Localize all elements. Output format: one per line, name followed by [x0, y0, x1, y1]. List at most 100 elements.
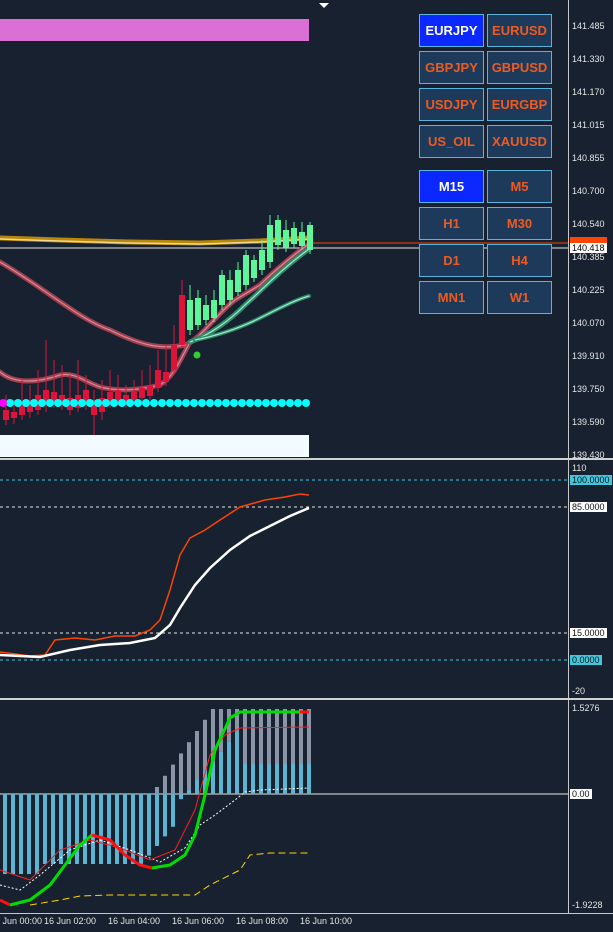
price-tick: 140.540	[572, 219, 605, 229]
histogram-bar	[307, 764, 311, 794]
histogram-bar-gray	[227, 709, 231, 742]
cyan-dot	[14, 399, 22, 407]
histogram-bar	[11, 794, 15, 874]
candle-body	[283, 230, 289, 248]
histogram-bar-gray	[275, 709, 279, 764]
white-band	[0, 435, 309, 457]
histogram-bar-gray	[187, 742, 191, 790]
histogram-bar	[43, 794, 47, 864]
symbol-gbpusd-button[interactable]: GBPUSD	[487, 51, 552, 84]
histogram-bar-gray	[267, 709, 271, 764]
histogram-bar	[179, 794, 183, 800]
histogram-bar-gray	[259, 709, 263, 764]
candle-body	[187, 300, 193, 330]
cyan-dot	[126, 399, 134, 407]
candle-body	[243, 255, 249, 285]
candle-body	[259, 250, 265, 270]
stochastic-canvas	[0, 479, 568, 661]
timeframe-m30-button[interactable]: M30	[487, 207, 552, 240]
candle-body	[195, 298, 201, 325]
timeframe-m5-button[interactable]: M5	[487, 170, 552, 203]
histogram-bar	[35, 794, 39, 874]
timeframe-mn1-button[interactable]: MN1	[419, 281, 484, 314]
candle-body	[123, 395, 129, 404]
histogram-bar	[259, 764, 263, 794]
histogram-bar-gray	[155, 787, 159, 794]
cyan-dot	[254, 399, 262, 407]
cyan-dot	[110, 399, 118, 407]
price-tick: 139.590	[572, 417, 605, 427]
histogram-bar	[243, 764, 247, 794]
candle-body	[299, 232, 305, 246]
cyan-dot	[78, 399, 86, 407]
candle-body	[227, 280, 233, 300]
cyan-dot	[278, 399, 286, 407]
histogram-bar	[59, 794, 63, 864]
price-tick: 139.430	[572, 450, 605, 460]
histogram-bar	[171, 794, 175, 827]
timeframe-h4-button[interactable]: H4	[487, 244, 552, 277]
histogram-bar	[211, 760, 215, 794]
stoch-tick-bottom: -20	[572, 686, 586, 696]
histogram-bar	[203, 770, 207, 794]
magenta-dot	[0, 399, 7, 407]
time-label: 16 Jun 00:00	[0, 916, 43, 926]
histogram-bar	[291, 764, 295, 794]
histogram-bar	[115, 794, 119, 864]
cyan-dot	[222, 399, 230, 407]
price-chart-pane[interactable]	[0, 0, 568, 458]
stochastic-pane[interactable]	[0, 460, 568, 698]
timeframe-m15-button[interactable]: M15	[419, 170, 484, 203]
histogram-bar-gray	[211, 709, 215, 761]
histogram-axis	[568, 700, 613, 914]
candle-body	[75, 395, 81, 408]
histogram-bar-gray	[243, 709, 247, 764]
timeframe-w1-button[interactable]: W1	[487, 281, 552, 314]
histogram-bar	[27, 794, 31, 874]
histogram-bar-gray	[179, 753, 183, 794]
candle-body	[219, 275, 225, 305]
cyan-dot	[214, 399, 222, 407]
stoch-tag-85: 85.0000	[570, 502, 607, 512]
cyan-dot	[134, 399, 142, 407]
candle-body	[107, 392, 113, 405]
symbol-us_oil-button[interactable]: US_OIL	[419, 125, 484, 158]
symbol-gbpjpy-button[interactable]: GBPJPY	[419, 51, 484, 84]
candle-body	[19, 405, 25, 415]
stochastic-main-line	[0, 506, 310, 659]
timeframe-h1-button[interactable]: H1	[419, 207, 484, 240]
symbol-eurusd-button[interactable]: EURUSD	[487, 14, 552, 47]
histogram-bar	[227, 741, 231, 794]
histogram-bar	[139, 794, 143, 864]
price-axis	[568, 0, 613, 458]
cyan-dot	[206, 399, 214, 407]
symbol-xauusd-button[interactable]: XAUUSD	[487, 125, 552, 158]
candle-body	[155, 370, 161, 388]
candle-body	[147, 385, 153, 396]
pane-separator-1[interactable]	[0, 458, 613, 460]
cyan-dot	[166, 399, 174, 407]
time-axis-line	[0, 913, 613, 914]
histogram-pane[interactable]	[0, 700, 568, 914]
histogram-bar	[131, 794, 135, 864]
histogram-bar-gray	[307, 709, 311, 764]
chart-shift-marker[interactable]	[0, 0, 613, 10]
symbol-usdjpy-button[interactable]: USDJPY	[419, 88, 484, 121]
cyan-dot	[174, 399, 182, 407]
histogram-bar	[99, 794, 103, 864]
timeframe-d1-button[interactable]: D1	[419, 244, 484, 277]
candle-body	[115, 390, 121, 402]
price-tick: 140.225	[572, 285, 605, 295]
cyan-dot	[86, 399, 94, 407]
cyan-dot	[286, 399, 294, 407]
symbol-eurgbp-button[interactable]: EURGBP	[487, 88, 552, 121]
candle-body	[51, 392, 57, 402]
histogram-bar-gray	[163, 775, 167, 794]
stochastic-signal-line	[0, 493, 310, 657]
symbol-eurjpy-button[interactable]: EURJPY	[419, 14, 484, 47]
pane-separator-2[interactable]	[0, 698, 613, 700]
cyan-dot	[182, 399, 190, 407]
histogram-bars	[3, 709, 311, 874]
histogram-bar-gray	[171, 764, 175, 794]
stoch-tag-15: 15.0000	[570, 628, 607, 638]
